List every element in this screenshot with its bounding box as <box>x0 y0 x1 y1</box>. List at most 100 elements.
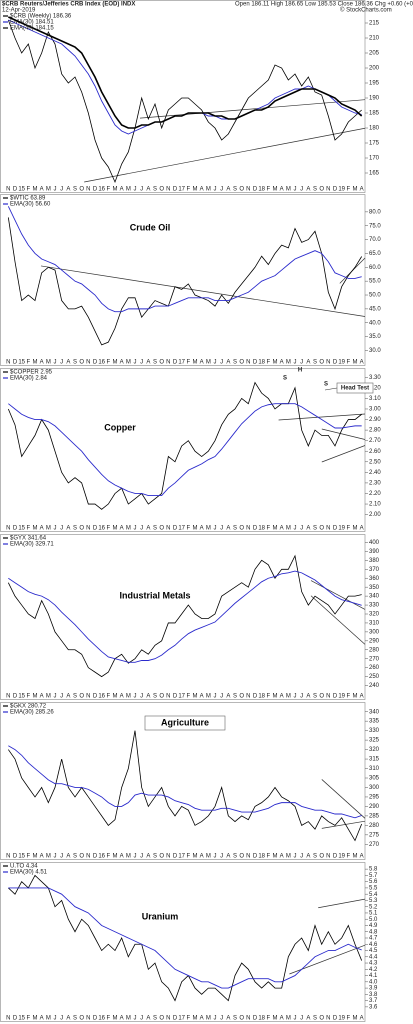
trend-line <box>318 898 366 909</box>
y-tick-label: 2.70 <box>369 438 381 444</box>
x-tick-label: F <box>106 360 110 366</box>
x-tick-label: F <box>346 526 350 532</box>
x-tick-label: N <box>246 526 250 532</box>
x-tick-label: J <box>214 854 217 860</box>
y-tick-label: 315 <box>369 757 380 763</box>
header-title: $CRB Reuters/Jefferies CRB Index (EOD) I… <box>2 2 135 8</box>
x-tick-label: A <box>306 1016 310 1022</box>
x-tick-label: 16 <box>98 1016 105 1022</box>
x-tick-label: J <box>220 360 223 366</box>
y-tick-label: 4.8 <box>369 929 378 935</box>
y-tick-label: 340 <box>369 709 380 715</box>
x-tick-label: 17 <box>178 526 185 532</box>
x-tick-label: A <box>146 854 150 860</box>
x-tick-label: N <box>86 1016 90 1022</box>
x-tick-label: M <box>206 1016 211 1022</box>
y-tick-label: 295 <box>369 795 380 801</box>
x-tick-label: 15 <box>18 360 25 366</box>
x-tick-label: A <box>200 1016 204 1022</box>
x-tick-label: 18 <box>258 187 265 193</box>
legend-entry: EMA(30) 4.51 <box>10 870 48 876</box>
x-tick-label: A <box>280 694 284 700</box>
x-tick-label: O <box>239 526 244 532</box>
x-tick-label: A <box>200 526 204 532</box>
x-tick-label: A <box>66 854 70 860</box>
y-tick-label: 70.0 <box>369 237 381 243</box>
x-tick-label: J <box>134 1016 137 1022</box>
x-tick-label: M <box>206 360 211 366</box>
y-tick-label: 5.0 <box>369 917 378 923</box>
y-tick-label: 4.2 <box>369 967 378 973</box>
y-tick-label: 2.40 <box>369 470 381 476</box>
x-tick-label: 16 <box>98 854 105 860</box>
x-tick-label: F <box>106 187 110 193</box>
x-tick-label: J <box>134 187 137 193</box>
x-tick-label: O <box>79 360 84 366</box>
x-tick-label: F <box>26 694 30 700</box>
x-tick-label: S <box>73 854 77 860</box>
x-tick-label: J <box>214 360 217 366</box>
x-tick-label: S <box>313 694 317 700</box>
x-tick-label: M <box>193 360 198 366</box>
trend-line <box>139 99 366 119</box>
x-tick-label: D <box>253 526 258 532</box>
y-tick-label: 65.0 <box>369 251 381 257</box>
x-tick-label: 18 <box>258 694 265 700</box>
x-tick-label: N <box>246 694 250 700</box>
x-tick-label: N <box>166 187 170 193</box>
x-tick-label: M <box>126 694 131 700</box>
series-line <box>8 730 363 842</box>
y-tick-label: 280 <box>369 823 380 829</box>
y-tick-label: 4.4 <box>369 954 378 960</box>
y-tick-label: 270 <box>369 842 380 848</box>
x-tick-label: J <box>60 694 63 700</box>
x-tick-label: J <box>220 854 223 860</box>
x-tick-label: M <box>46 694 51 700</box>
x-tick-label: S <box>313 360 317 366</box>
x-tick-label: D <box>13 694 18 700</box>
x-tick-label: F <box>266 1016 270 1022</box>
x-tick-label: 17 <box>178 187 185 193</box>
x-tick-label: A <box>146 187 150 193</box>
x-tick-label: J <box>300 360 303 366</box>
x-tick-label: J <box>220 526 223 532</box>
x-tick-label: 15 <box>18 1016 25 1022</box>
y-tick-label: 3.20 <box>369 385 381 391</box>
trend-line <box>278 413 366 421</box>
x-tick-label: M <box>286 187 291 193</box>
x-tick-label: M <box>353 526 358 532</box>
annotation: S <box>324 382 328 388</box>
y-tick-label: 75.0 <box>369 223 381 229</box>
x-tick-label: J <box>214 526 217 532</box>
x-tick-label: S <box>233 526 237 532</box>
y-tick-label: 180 <box>369 126 380 132</box>
x-tick-label: M <box>353 854 358 860</box>
y-tick-label: 340 <box>369 594 380 600</box>
x-tick-label: A <box>146 1016 150 1022</box>
x-tick-label: M <box>273 854 278 860</box>
x-tick-label: O <box>319 1016 324 1022</box>
x-tick-label: M <box>286 526 291 532</box>
x-tick-label: F <box>186 854 190 860</box>
x-tick-label: A <box>226 187 230 193</box>
x-tick-label: M <box>33 187 38 193</box>
x-tick-label: M <box>126 187 131 193</box>
x-tick-label: M <box>206 694 211 700</box>
x-tick-label: A <box>40 187 44 193</box>
trend-line <box>321 428 366 440</box>
x-tick-label: N <box>6 854 10 860</box>
x-tick-label: F <box>346 360 350 366</box>
y-tick-label: 185 <box>369 111 380 117</box>
series-line <box>7 206 362 313</box>
panel-label: Crude Oil <box>130 222 171 232</box>
x-tick-label: A <box>146 360 150 366</box>
y-tick-label: 305 <box>369 776 380 782</box>
x-tick-label: 18 <box>258 854 265 860</box>
x-tick-label: D <box>173 526 178 532</box>
x-tick-label: M <box>286 360 291 366</box>
y-tick-label: 310 <box>369 766 380 772</box>
y-tick-label: 175 <box>369 141 380 147</box>
x-tick-label: A <box>306 854 310 860</box>
x-tick-label: J <box>294 360 297 366</box>
x-tick-label: A <box>280 187 284 193</box>
